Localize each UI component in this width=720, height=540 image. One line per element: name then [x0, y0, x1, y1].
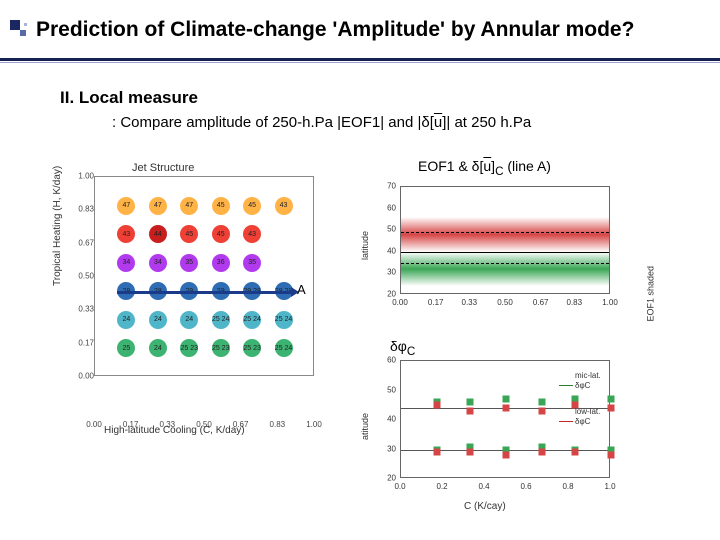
scatter-point [433, 402, 440, 409]
legend-line [559, 385, 573, 386]
chart-title: Jet Structure [132, 162, 194, 174]
grid-dot: 47 [180, 197, 198, 215]
y-ticks: 203040506070 [374, 186, 398, 294]
grid-dot: 25 24 [212, 311, 230, 329]
grid-dot: 34 [149, 254, 167, 272]
grid-dot: 45 [212, 225, 230, 243]
scatter-point [503, 405, 510, 412]
legend-label: low-lat. [575, 407, 600, 416]
grid-dot: 25 [117, 339, 135, 357]
scatter-point [467, 399, 474, 406]
grid-dot: 25 23 [180, 339, 198, 357]
header: Prediction of Climate-change 'Amplitude'… [8, 18, 712, 42]
grid-dot: 36 [212, 254, 230, 272]
chart-title: EOF1 & δ[u]C (line A) [418, 158, 551, 178]
chart-eof1: EOF1 & δ[u]C (line A) latitude EOF1 shad… [364, 180, 664, 320]
chart-delta-phi: δφC atitude mic-lat.δφClow-lat.δφC 20304… [364, 360, 664, 510]
scatter-point [503, 452, 510, 459]
section-heading: II. Local measure [60, 88, 198, 108]
scatter-point [503, 396, 510, 403]
subtitle-p1: : Compare amplitude of 250-h.Pa |EOF1| a… [112, 114, 434, 131]
chart-jet-structure: Jet Structure Tropical Heating (H, K/day… [64, 176, 324, 406]
shade-positive [401, 217, 609, 252]
scatter-point [608, 405, 615, 412]
plot-area [400, 186, 610, 294]
legend-line [559, 421, 573, 422]
grid-dot: 45 [243, 197, 261, 215]
x-axis-label: High-latitude Cooling (C, K/day) [104, 425, 245, 436]
shade-negative [401, 252, 609, 287]
x-axis-label: C (K/cay) [464, 501, 506, 512]
grid-dot: 24 [117, 311, 135, 329]
y-axis-label: latitude [360, 231, 370, 260]
plot-area: 4747474545434344454543343435363528282929… [94, 176, 314, 376]
header-rule [0, 58, 720, 61]
grid-dot: 25 23 [212, 339, 230, 357]
grid-dot: 25 24 [243, 311, 261, 329]
grid-dot: 24 [149, 339, 167, 357]
scatter-point [572, 449, 579, 456]
scatter-point [538, 449, 545, 456]
bullet-icon [10, 20, 28, 38]
grid-dot: 35 [180, 254, 198, 272]
grid-dot: 43 [243, 225, 261, 243]
legend-label: δφC [575, 417, 590, 426]
scatter-point [538, 399, 545, 406]
grid-dot: 45 [180, 225, 198, 243]
grid-dot: 43 [275, 197, 293, 215]
scatter-point [467, 408, 474, 415]
scatter-point [433, 449, 440, 456]
dashed-line [401, 263, 609, 264]
header-rule-2 [0, 62, 720, 63]
y-ticks: 2030405060 [374, 360, 398, 478]
page-title: Prediction of Climate-change 'Amplitude'… [36, 18, 712, 42]
grid-dot: 44 [149, 225, 167, 243]
scatter-point [538, 408, 545, 415]
grid-dot: 24 [149, 311, 167, 329]
plot-area: mic-lat.δφClow-lat.δφC [400, 360, 610, 478]
label-a: A [297, 282, 306, 297]
grid-dot: 25 24 [275, 339, 293, 357]
dashed-line [401, 232, 609, 233]
legend-label: δφC [575, 381, 590, 390]
grid-dot: 43 [117, 225, 135, 243]
subtitle: : Compare amplitude of 250-h.Pa |EOF1| a… [112, 114, 531, 131]
right-axis-label: EOF1 shaded [646, 266, 656, 322]
grid-dot: 24 [180, 311, 198, 329]
subtitle-overline: u [434, 114, 442, 131]
zero-line [401, 252, 609, 253]
grid-dot: 25 24 [275, 311, 293, 329]
scatter-point [467, 449, 474, 456]
scatter-point [608, 452, 615, 459]
grid-dot: 47 [149, 197, 167, 215]
grid-dot: 47 [117, 197, 135, 215]
y-ticks: 0.000.170.330.500.670.831.00 [70, 176, 94, 376]
legend-label: mic-lat. [575, 371, 601, 380]
arrow-line-a [117, 291, 293, 294]
y-axis-label: Tropical Heating (H, K/day) [52, 166, 63, 286]
grid-dot: 35 [243, 254, 261, 272]
grid-dot: 34 [117, 254, 135, 272]
grid-dot: 45 [212, 197, 230, 215]
y-axis-label: atitude [360, 413, 370, 440]
grid-dot: 25 23 [243, 339, 261, 357]
subtitle-p3: ]| at 250 h.Pa [442, 114, 531, 131]
scatter-point [608, 396, 615, 403]
